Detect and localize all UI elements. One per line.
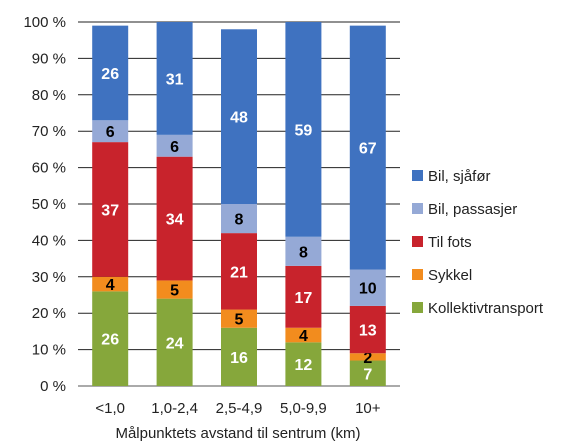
data-label: 4 [106, 277, 115, 294]
bar-segment [349, 305, 386, 354]
bar-segment [349, 360, 386, 386]
data-label: 6 [170, 139, 179, 156]
bar-segment [285, 327, 322, 343]
y-tick-label: 30 % [32, 269, 66, 286]
bar-segment [156, 156, 193, 281]
x-axis-title: Målpunktets avstand til sentrum (km) [115, 425, 360, 442]
data-label: 37 [101, 202, 119, 219]
bars: 26 4 37 6 26 24 5 34 6 31 16 5 21 8 48 12 4 17 8 59 72 13 10 67 [92, 22, 386, 386]
y-axis-ticks: 0 % 10 % 20 % 30 % 40 % 50 % 60 % 70 % 80 % 90 % 1… [23, 14, 66, 395]
data-label: 21 [230, 264, 248, 281]
bar-segment [221, 309, 257, 328]
bar-segment [221, 204, 257, 234]
data-label: 16 [230, 350, 248, 367]
legend-label: Bil, sjåfør [428, 168, 491, 185]
x-axis-ticks: <1,0 1,0-2,4 2,5-4,9 5,0-9,9 10+ [95, 400, 380, 417]
legend-swatch [412, 302, 423, 313]
bar-segment [285, 22, 322, 237]
data-label: 5 [170, 283, 179, 300]
bar-segment [349, 25, 386, 270]
data-label: 31 [166, 71, 184, 88]
bar-segment [92, 120, 129, 143]
data-label: 5 [235, 312, 244, 329]
legend-swatch [412, 203, 423, 214]
data-label: 7 [363, 366, 372, 383]
data-label: 6 [106, 124, 115, 141]
bar-segment [156, 134, 193, 157]
data-label: 10 [359, 281, 377, 298]
y-tick-label: 80 % [32, 87, 66, 104]
y-tick-label: 50 % [32, 196, 66, 213]
bar-segment [92, 25, 129, 121]
data-label: 17 [295, 290, 313, 307]
legend-swatch [412, 269, 423, 280]
x-tick-label: 10+ [355, 400, 381, 417]
data-label: 13 [359, 323, 377, 340]
legend-swatch [412, 170, 423, 181]
data-label: 4 [299, 328, 308, 345]
y-tick-label: 60 % [32, 160, 66, 177]
bar-segment [221, 327, 257, 386]
bar-segment [92, 142, 129, 277]
data-label: 26 [101, 66, 119, 83]
legend: Bil, sjåfør Bil, passasjer Til fots Sykkel K… [412, 168, 544, 317]
bar-segment [156, 298, 193, 386]
data-label: 2 [363, 350, 372, 367]
data-label: 12 [295, 357, 313, 374]
x-tick-label: 5,0-9,9 [280, 400, 327, 417]
data-label: 59 [295, 122, 313, 139]
bar-segment [349, 353, 386, 361]
legend-swatch [412, 236, 423, 247]
x-tick-label: 2,5-4,9 [216, 400, 263, 417]
y-tick-label: 90 % [32, 50, 66, 67]
data-label: 24 [166, 335, 184, 352]
bar-segment [349, 269, 386, 306]
bar-segment [221, 29, 257, 205]
legend-label: Kollektivtransport [428, 300, 544, 317]
data-label: 34 [166, 212, 184, 229]
y-tick-label: 40 % [32, 232, 66, 249]
y-tick-label: 20 % [32, 305, 66, 322]
bar-segment [285, 342, 322, 386]
data-label: 8 [235, 212, 244, 229]
bar-segment [221, 233, 257, 310]
legend-label: Til fots [428, 234, 472, 251]
bar-segment [92, 291, 129, 386]
data-label: 67 [359, 141, 377, 158]
data-label: 26 [101, 332, 119, 349]
bar-segment [92, 276, 129, 292]
bar-segment [285, 265, 322, 328]
x-tick-label: 1,0-2,4 [151, 400, 198, 417]
y-tick-label: 0 % [40, 378, 66, 395]
x-tick-label: <1,0 [95, 400, 125, 417]
data-label: 8 [299, 244, 308, 261]
y-tick-label: 100 % [23, 14, 66, 31]
y-tick-label: 10 % [32, 342, 66, 359]
bar-segment [285, 236, 322, 266]
bar-segment [156, 22, 193, 135]
legend-label: Sykkel [428, 267, 472, 284]
legend-label: Bil, passasjer [428, 201, 517, 218]
data-label: 48 [230, 110, 248, 127]
y-tick-label: 70 % [32, 123, 66, 140]
bar-segment [156, 280, 193, 299]
